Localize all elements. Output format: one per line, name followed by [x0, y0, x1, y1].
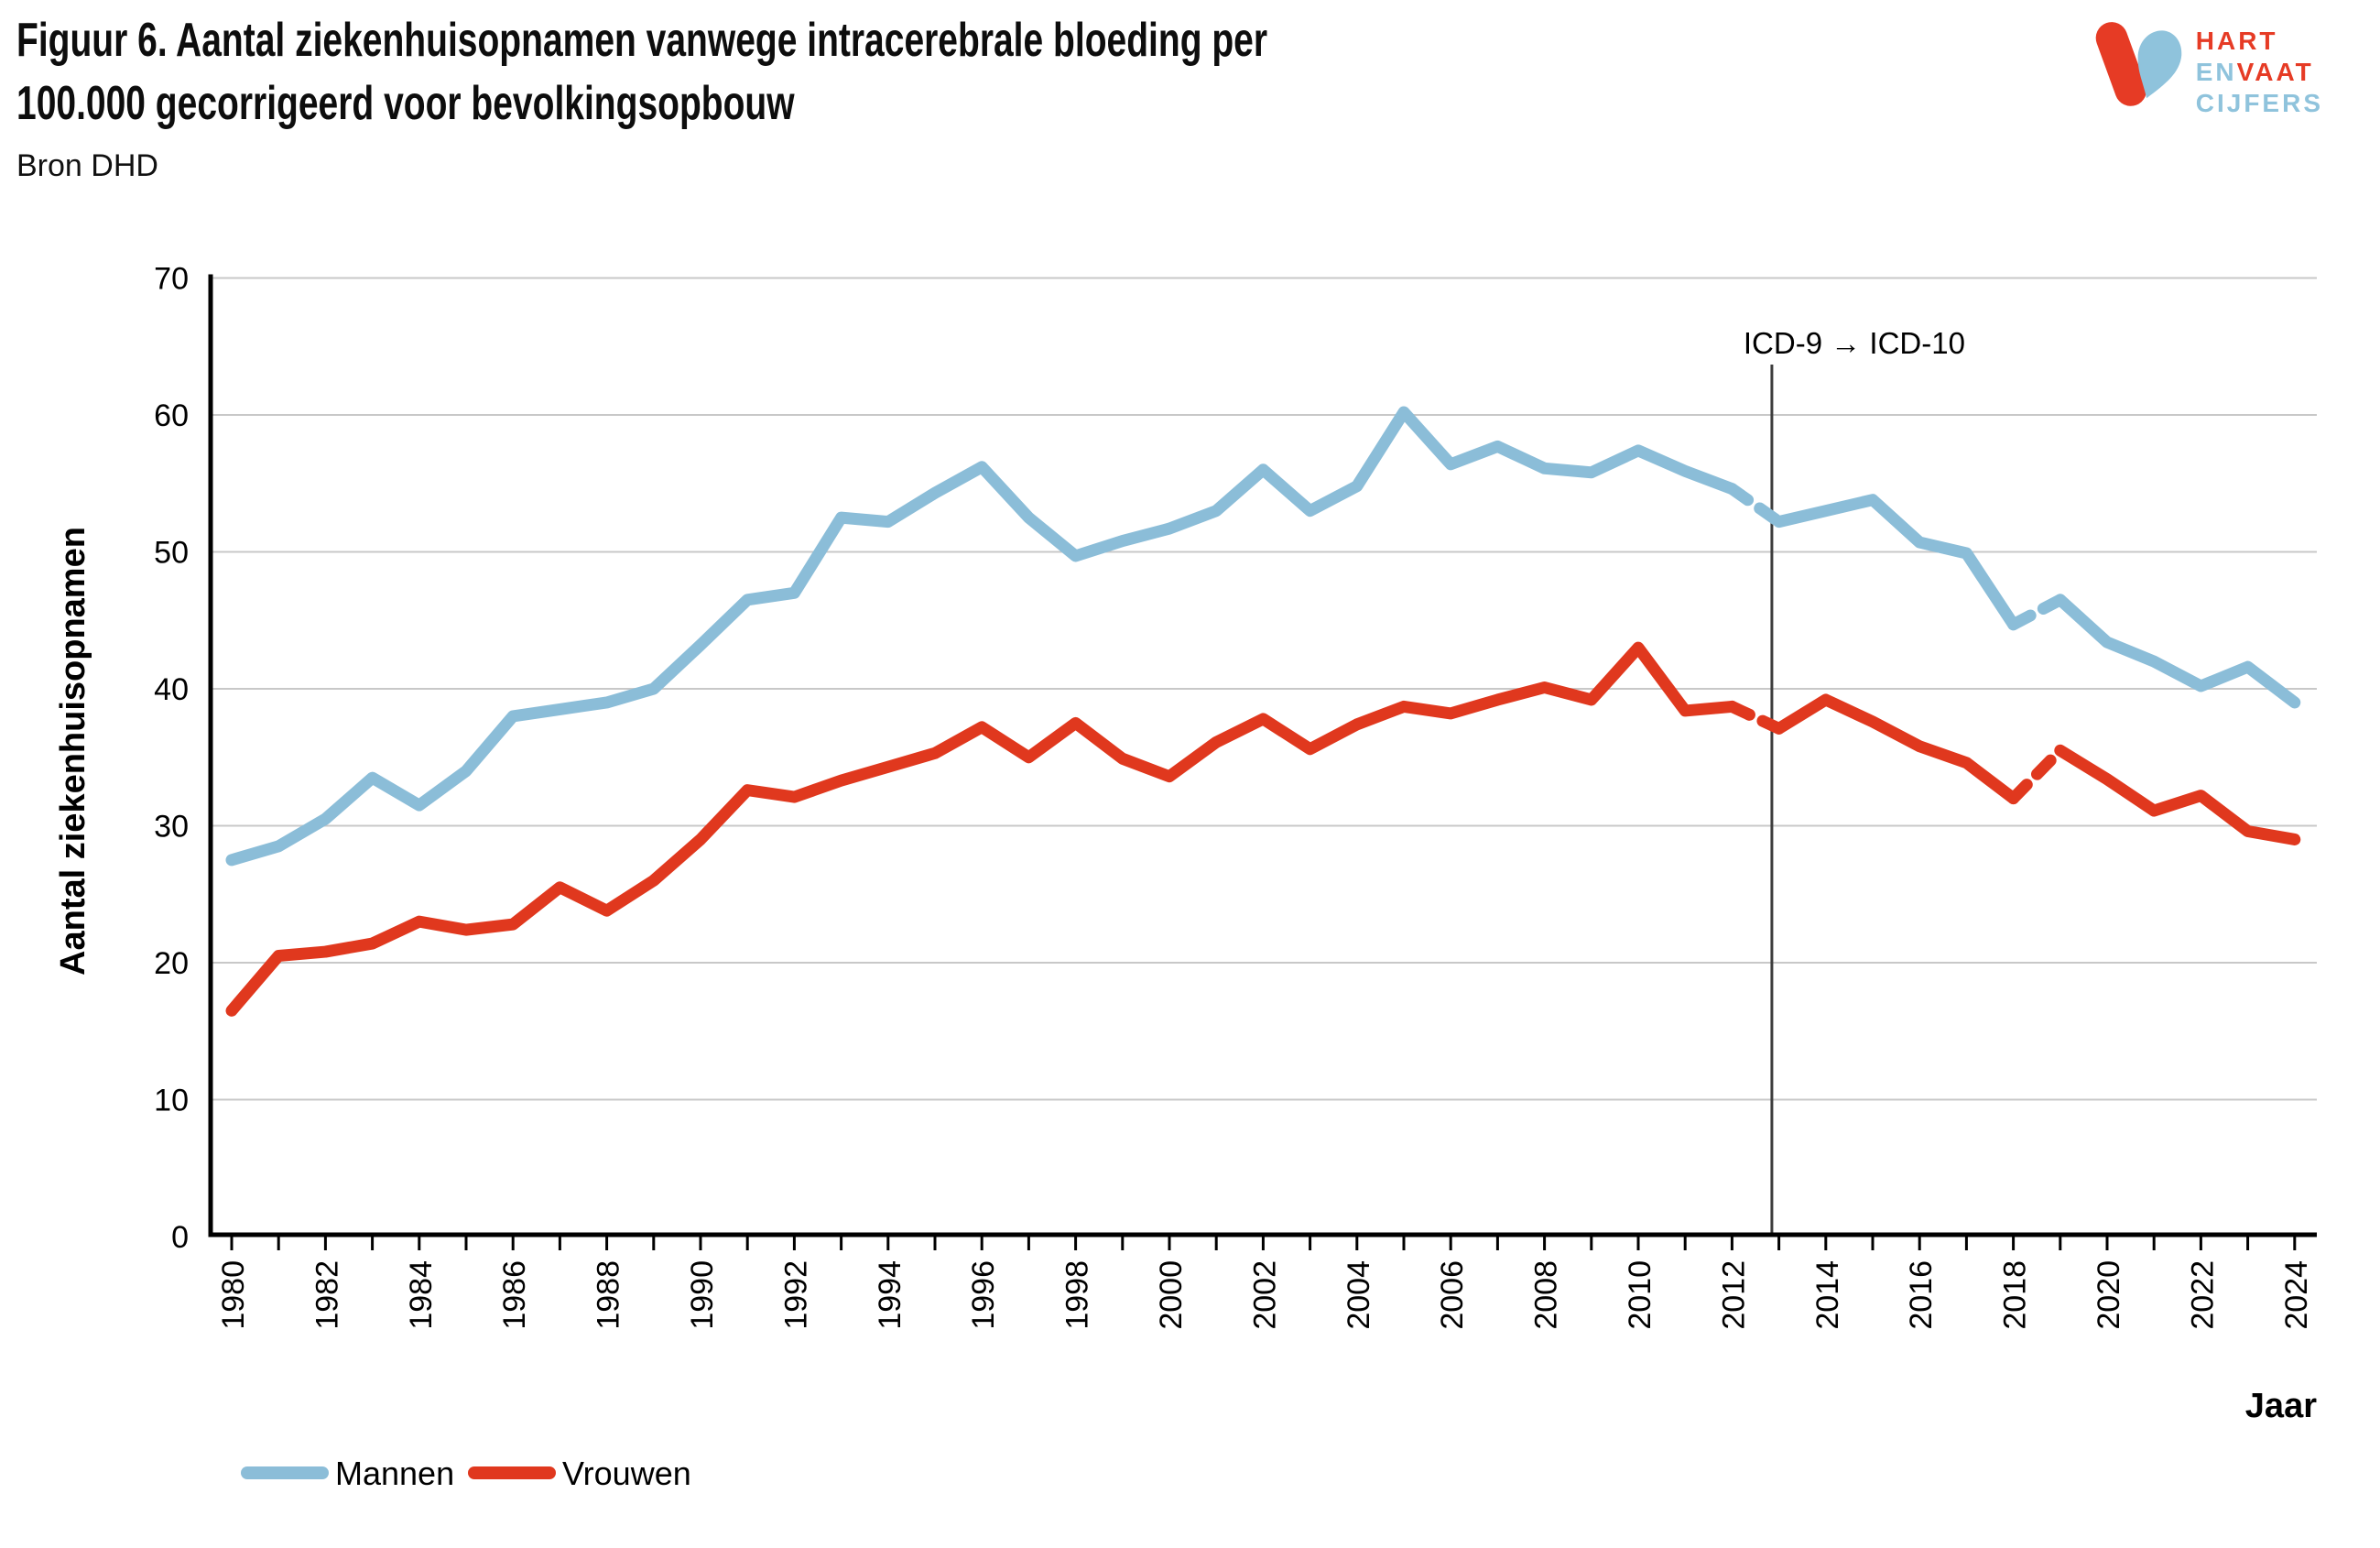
logo-heart-drop-icon [2095, 22, 2182, 106]
svg-text:30: 30 [154, 810, 189, 845]
svg-text:70: 70 [154, 262, 189, 297]
svg-text:2004: 2004 [1342, 1260, 1376, 1330]
svg-text:2014: 2014 [1810, 1260, 1845, 1330]
svg-text:2010: 2010 [1623, 1260, 1657, 1330]
svg-text:2024: 2024 [2279, 1260, 2314, 1330]
vrouwen-line [225, 641, 2301, 1017]
logo-word-cijfers: CIJFERS [2195, 89, 2323, 118]
y-axis-title: Aantal ziekenhuisopnamen [54, 527, 92, 976]
logo-word-vaat: VAAT [2236, 58, 2314, 87]
x-ticks [230, 1237, 2297, 1250]
legend-label-vrouwen: Vrouwen [562, 1455, 691, 1492]
svg-text:2002: 2002 [1247, 1260, 1282, 1330]
svg-text:10: 10 [154, 1084, 189, 1118]
mannen-line [225, 406, 2301, 867]
logo-wordmark: HART ENVAAT CIJFERS [2196, 11, 2323, 119]
svg-text:2016: 2016 [1904, 1260, 1939, 1330]
axes [208, 274, 2317, 1237]
svg-text:50: 50 [154, 536, 189, 571]
legend: Mannen Vrouwen [241, 1455, 691, 1492]
svg-text:1986: 1986 [497, 1260, 532, 1330]
svg-text:2022: 2022 [2185, 1260, 2220, 1330]
svg-text:1996: 1996 [966, 1260, 1001, 1330]
svg-text:2012: 2012 [1716, 1260, 1751, 1330]
chart-header: Figuur 6. Aantal ziekenhuisopnamen vanwe… [16, 9, 2214, 183]
svg-text:2018: 2018 [1998, 1260, 2033, 1330]
figure-title: Figuur 6. Aantal ziekenhuisopnamen vanwe… [16, 14, 1268, 130]
svg-text:20: 20 [154, 946, 189, 981]
hartenvaatcijfers-logo: HART ENVAAT CIJFERS [2088, 11, 2323, 128]
y-tick-labels: 0 10 20 30 40 50 60 70 [154, 262, 189, 1256]
svg-text:1982: 1982 [310, 1260, 344, 1330]
svg-text:40: 40 [154, 672, 189, 707]
svg-text:2020: 2020 [2092, 1260, 2126, 1330]
logo-word-en: EN [2195, 58, 2237, 87]
svg-text:1992: 1992 [778, 1260, 813, 1330]
svg-text:0: 0 [171, 1220, 189, 1255]
x-axis-title: Jaar [2245, 1387, 2317, 1425]
svg-text:1998: 1998 [1060, 1260, 1095, 1330]
y-gridlines [211, 277, 2317, 1101]
svg-text:2000: 2000 [1154, 1260, 1189, 1330]
source-label: Bron DHD [16, 148, 158, 183]
svg-text:1988: 1988 [592, 1260, 626, 1330]
svg-text:60: 60 [154, 398, 189, 433]
svg-text:1984: 1984 [404, 1260, 439, 1330]
legend-label-mannen: Mannen [335, 1455, 454, 1492]
svg-text:1994: 1994 [873, 1260, 907, 1330]
x-tick-labels: 1980 1982 1984 1986 1988 1990 1992 1994 1996 1998… [216, 1260, 2314, 1330]
svg-text:2008: 2008 [1529, 1260, 1564, 1330]
svg-text:2006: 2006 [1435, 1260, 1470, 1330]
icd-annotation-label: ICD-9 → ICD-10 [1744, 326, 1965, 360]
svg-text:1990: 1990 [685, 1260, 720, 1330]
logo-word-hart: HART [2195, 27, 2278, 55]
svg-text:1980: 1980 [216, 1260, 251, 1330]
